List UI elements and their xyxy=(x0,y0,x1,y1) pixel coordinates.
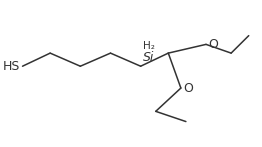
Text: H₂: H₂ xyxy=(143,41,155,51)
Text: O: O xyxy=(183,82,193,95)
Text: O: O xyxy=(209,38,219,51)
Text: HS: HS xyxy=(3,60,20,73)
Text: Si: Si xyxy=(143,51,155,64)
